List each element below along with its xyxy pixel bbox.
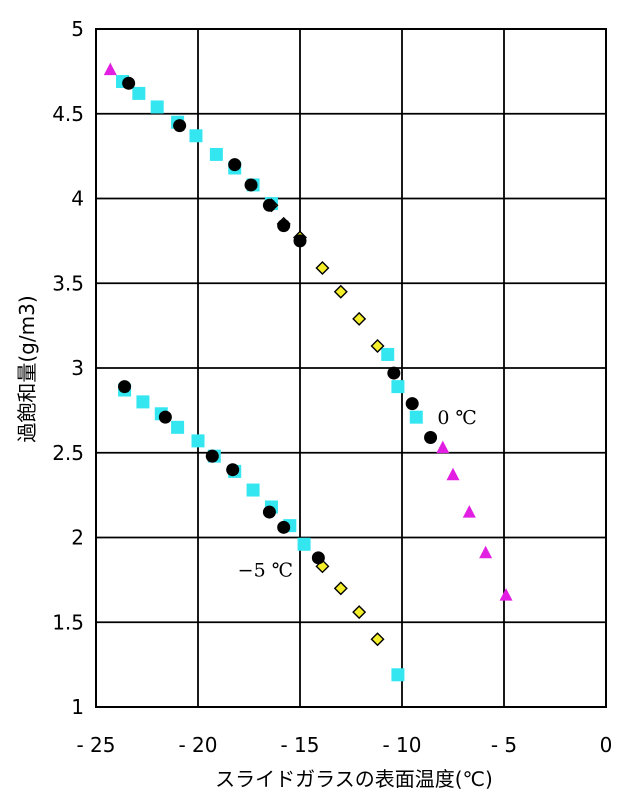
data-point-circle <box>118 380 132 394</box>
data-point-square <box>246 483 260 497</box>
data-point-square <box>409 410 423 424</box>
x-tick-label: - 15 <box>280 733 319 757</box>
data-points <box>103 62 513 682</box>
y-tick-labels: 1 1.5 2 2.5 3 3.5 4 4.5 5 <box>52 17 84 719</box>
data-point-square <box>132 86 146 100</box>
x-tick-label: - 5 <box>491 733 517 757</box>
y-tick-label: 2.5 <box>52 441 84 465</box>
data-point-circle <box>293 234 307 248</box>
data-point-circle <box>262 198 276 212</box>
data-point-diamond <box>315 261 330 275</box>
data-point-diamond <box>370 632 385 647</box>
data-point-diamond <box>352 311 367 326</box>
x-tick-label: - 25 <box>76 733 115 757</box>
data-point-square <box>209 147 223 161</box>
y-tick-label: 5 <box>71 17 84 41</box>
y-tick-label: 3.5 <box>52 271 84 295</box>
y-tick-label: 1 <box>71 695 84 719</box>
data-point-circle <box>122 76 136 90</box>
y-tick-label: 2 <box>71 526 84 550</box>
data-point-circle <box>158 410 172 424</box>
data-point-triangle <box>436 440 450 454</box>
data-point-square <box>391 668 405 682</box>
data-point-circle <box>205 449 219 463</box>
annotation-label: −5 ℃ <box>238 559 293 581</box>
data-point-triangle <box>462 505 476 518</box>
y-tick-label: 4 <box>71 187 84 211</box>
data-point-triangle <box>479 545 493 559</box>
data-point-circle <box>173 119 187 133</box>
x-tick-label: - 10 <box>382 733 421 757</box>
data-point-circle <box>277 520 291 534</box>
data-point-triangle <box>103 62 117 76</box>
data-point-square <box>171 420 185 434</box>
data-point-circle <box>405 397 419 411</box>
annotations: 0 ℃ −5 ℃ <box>238 407 477 582</box>
annotation-label: 0 ℃ <box>437 407 476 429</box>
data-point-diamond <box>352 605 367 620</box>
data-point-diamond <box>333 284 348 299</box>
y-tick-label: 4.5 <box>52 102 84 126</box>
data-point-diamond <box>333 581 348 596</box>
data-point-square <box>136 395 150 409</box>
data-point-circle <box>387 366 401 380</box>
data-point-square <box>189 129 203 143</box>
y-tick-label: 3 <box>71 356 84 380</box>
data-point-circle <box>311 551 325 565</box>
data-point-square <box>381 347 395 361</box>
y-tick-label: 1.5 <box>52 610 84 634</box>
x-tick-label: 0 <box>600 733 613 757</box>
data-point-diamond <box>370 338 385 353</box>
data-point-circle <box>277 219 291 233</box>
data-point-triangle <box>499 588 513 601</box>
y-axis-label: 過飽和量(g/m3) <box>15 295 39 442</box>
data-point-triangle <box>446 467 460 481</box>
data-point-square <box>391 380 405 394</box>
data-point-circle <box>226 463 240 477</box>
data-point-circle <box>262 505 276 519</box>
data-point-circle <box>424 430 438 444</box>
x-tick-labels: - 25 - 20 - 15 - 10 - 5 0 <box>76 733 612 757</box>
data-point-circle <box>228 158 242 172</box>
x-tick-label: - 20 <box>178 733 217 757</box>
grid <box>95 28 607 708</box>
data-point-square <box>297 537 311 551</box>
data-point-square <box>150 100 164 114</box>
data-point-square <box>191 434 205 448</box>
x-axis-label: スライドガラスの表面温度(℃) <box>215 767 493 791</box>
data-point-circle <box>244 178 258 192</box>
